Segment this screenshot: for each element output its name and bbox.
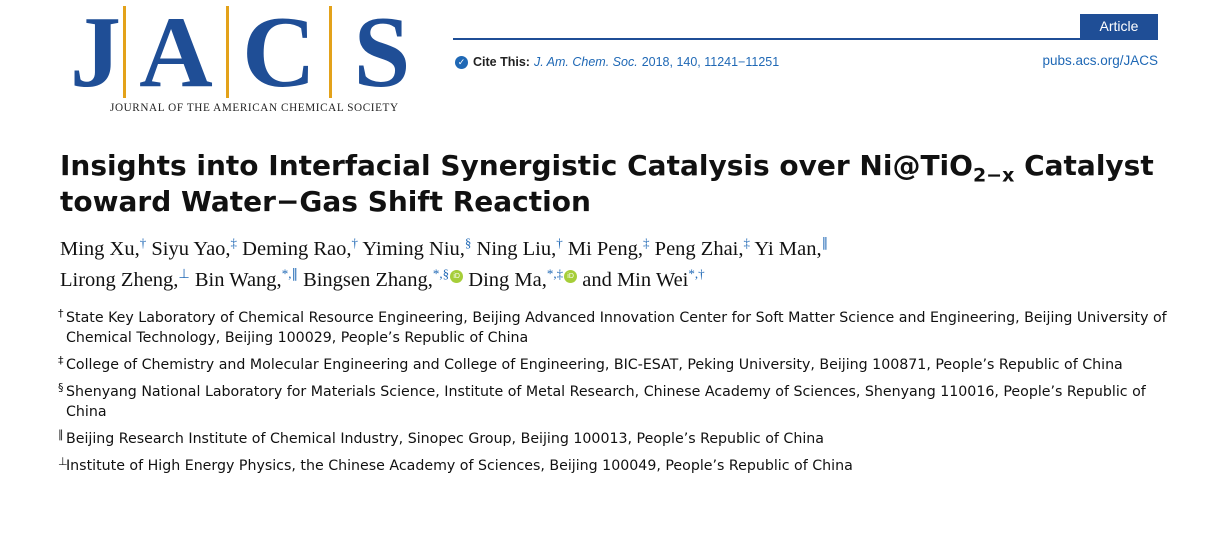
affiliation-mark: ⊥ [58,455,68,468]
author-affil-mark: † [556,235,563,251]
affiliation: ⊥ Institute of High Energy Physics, the … [58,455,1180,476]
author[interactable]: Lirong Zheng, [60,269,179,291]
journal-url-link[interactable]: pubs.acs.org/JACS [1042,53,1158,68]
author-affil-mark: *,∥ [281,266,298,282]
affiliation-text: Beijing Research Institute of Chemical I… [66,431,824,447]
cite-reference[interactable]: 2018, 140, 11241−11251 [641,55,780,69]
affiliation-mark: ∥ [58,428,64,441]
logo-letter-s: S [353,0,411,109]
logo-letter-a: A [139,0,213,109]
affiliation: ∥ Beijing Research Institute of Chemical… [58,428,1180,449]
cite-journal-link[interactable]: J. Am. Chem. Soc. [533,55,638,69]
affiliation-text: State Key Laboratory of Chemical Resourc… [66,310,1167,346]
orcid-icon[interactable]: iD [450,270,464,284]
title-subscript: 2−x [972,164,1015,187]
header-rule [453,38,1158,40]
article-title: Insights into Interfacial Synergistic Ca… [60,148,1200,220]
logo-divider [123,6,126,98]
citation-line: ✓ Cite This: J. Am. Chem. Soc. 2018, 140… [455,55,779,69]
affiliation-mark: ‡ [58,354,64,367]
affiliation-mark: † [58,307,64,320]
author[interactable]: Peng Zhai, [654,238,744,260]
author[interactable]: Bin Wang, [194,269,282,291]
author-affil-mark: § [464,235,472,251]
author[interactable]: Mi Peng, [567,238,644,260]
author-affil-mark: † [351,235,359,251]
author[interactable]: Siyu Yao, [151,238,231,260]
logo-divider [226,6,229,98]
check-circle-icon: ✓ [455,55,468,69]
author[interactable]: Ding Ma, [468,269,547,291]
author[interactable]: Bingsen Zhang, [303,269,433,291]
cite-label: Cite This: [473,55,530,69]
affiliation: † State Key Laboratory of Chemical Resou… [58,307,1180,348]
affiliation-text: Institute of High Energy Physics, the Ch… [66,458,853,474]
author[interactable]: Ming Xu, [60,238,140,260]
author-affil-mark: *,§ [432,266,450,282]
author[interactable]: Deming Rao, [242,238,352,260]
author[interactable]: Yiming Niu, [362,238,465,260]
affiliation-list: † State Key Laboratory of Chemical Resou… [58,307,1180,483]
author[interactable]: Yi Man, [754,238,822,260]
author-affil-mark: † [139,235,147,251]
logo-divider [329,6,332,98]
author[interactable]: Ning Liu, [476,238,557,260]
author[interactable]: and Min Wei [582,269,689,291]
orcid-icon[interactable]: iD [564,270,578,284]
author-affil-mark: *,† [688,266,705,282]
author-affil-mark: ‡ [643,235,650,251]
title-line2: toward Water−Gas Shift Reaction [60,185,591,218]
author-affil-mark: *,‡ [546,266,564,282]
journal-name: JOURNAL OF THE AMERICAN CHEMICAL SOCIETY [110,102,399,114]
title-line1-post: Catalyst [1014,149,1154,182]
author-list: Ming Xu,† Siyu Yao,‡ Deming Rao,† Yiming… [60,234,1200,296]
logo-letter-j: J [70,0,121,109]
logo-letter-c: C [242,0,316,109]
affiliation-mark: § [58,381,64,394]
author-affil-mark: ‡ [743,235,751,251]
affiliation-text: Shenyang National Laboratory for Materia… [66,384,1146,420]
author-affil-mark: ∥ [821,235,829,251]
affiliation: § Shenyang National Laboratory for Mater… [58,381,1180,422]
title-line1-pre: Insights into Interfacial Synergistic Ca… [60,149,973,182]
logo-letters: J A C S [70,0,425,109]
journal-logo: J A C S JOURNAL OF THE AMERICAN CHEMICAL… [70,0,450,118]
author-affil-mark: ⊥ [178,266,190,282]
article-type-badge: Article [1080,14,1158,38]
affiliation-text: College of Chemistry and Molecular Engin… [66,357,1123,373]
affiliation: ‡ College of Chemistry and Molecular Eng… [58,354,1180,375]
author-affil-mark: ‡ [230,235,238,251]
